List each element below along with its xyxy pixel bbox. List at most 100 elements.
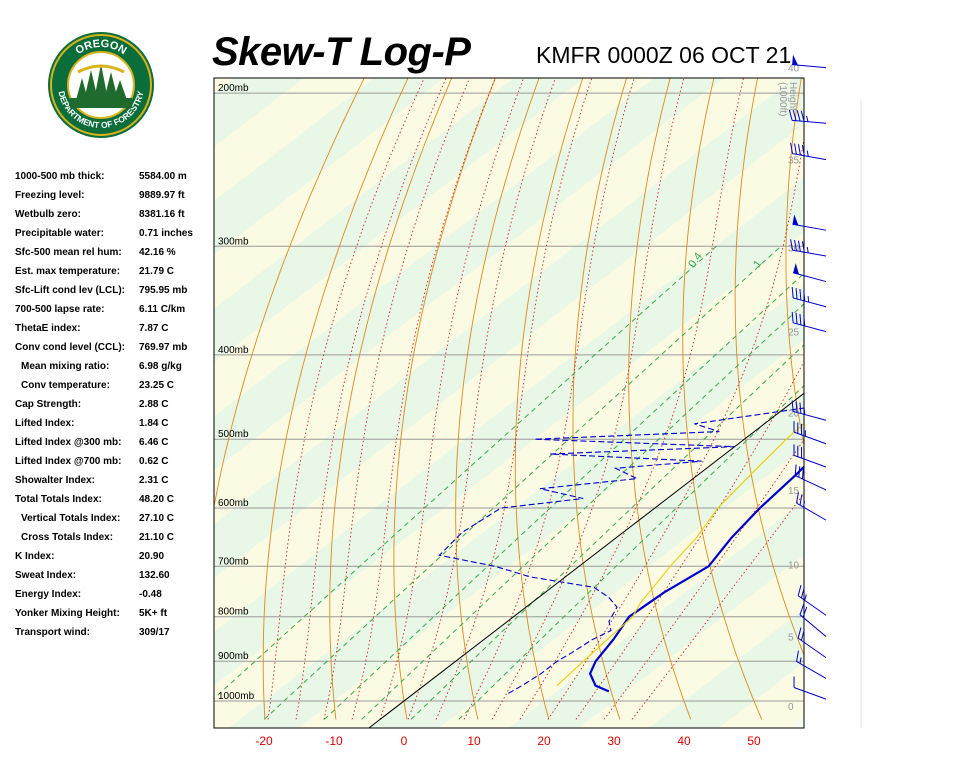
wind-barb-staff bbox=[793, 431, 827, 445]
index-row: K Index: 20.90 bbox=[15, 550, 215, 569]
isotherm-band bbox=[214, 124, 804, 632]
index-label: Conv temperature: bbox=[21, 380, 110, 391]
index-label: Lifted Index @300 mb: bbox=[15, 437, 122, 448]
wind-barb-feather bbox=[791, 311, 794, 323]
wind-barb-feather bbox=[790, 142, 794, 154]
isotherm-band bbox=[578, 554, 804, 728]
wind-barb-icon bbox=[788, 109, 827, 124]
moist-adiabat-line bbox=[603, 438, 804, 720]
wind-barb-staff bbox=[793, 322, 827, 333]
pressure-level-label: 700mb bbox=[218, 556, 249, 567]
index-row: 1000-500 mb thick: 5584.00 m bbox=[15, 170, 215, 189]
index-label: Wetbulb zero: bbox=[15, 209, 81, 220]
wind-barb-staff bbox=[797, 637, 827, 659]
index-row: Total Totals Index: 48.20 C bbox=[15, 493, 215, 512]
index-label: Freezing level: bbox=[15, 190, 85, 201]
wind-barb-icon bbox=[796, 650, 827, 679]
wind-barb-staff bbox=[793, 297, 827, 308]
index-row: Conv cond level (CCL): 769.97 mb bbox=[15, 341, 215, 360]
isotherm-band bbox=[508, 501, 804, 728]
isotherm-band bbox=[298, 339, 804, 728]
index-value: 0.62 C bbox=[139, 456, 169, 467]
wind-barb-half-feather bbox=[806, 150, 809, 157]
mixing-ratio-line bbox=[324, 272, 804, 720]
wind-barb-pennant bbox=[793, 263, 799, 275]
mixing-ratio-label: 3 bbox=[837, 258, 850, 270]
index-label: Sfc-Lift cond lev (LCL): bbox=[15, 285, 125, 296]
x-tick-label: 20 bbox=[537, 734, 551, 748]
isotherm-band bbox=[214, 177, 804, 686]
index-value: 309/17 bbox=[139, 627, 170, 638]
dry-adiabat-line bbox=[262, 78, 409, 720]
plot-border bbox=[213, 77, 805, 729]
wind-barb-half-feather bbox=[807, 296, 810, 303]
index-row: Est. max temperature: 21.79 C bbox=[15, 265, 215, 284]
index-value: 2.88 C bbox=[139, 399, 169, 410]
dry-adiabat-line bbox=[930, 0, 960, 719]
index-value: 0.71 inches bbox=[139, 228, 193, 239]
x-tick-label: 30 bbox=[607, 734, 621, 748]
index-value: 8381.16 ft bbox=[139, 209, 185, 220]
pressure-level-label: 400mb bbox=[218, 345, 249, 356]
dry-adiabat-line bbox=[572, 78, 628, 720]
index-row: Lifted Index: 1.84 C bbox=[15, 417, 215, 436]
wind-barb-feather bbox=[801, 144, 805, 156]
parcel-profile-line bbox=[556, 422, 804, 687]
index-row: Sfc-500 mean rel hum: 42.16 % bbox=[15, 246, 215, 265]
isotherm-band bbox=[214, 78, 234, 94]
wind-barb-feather bbox=[797, 240, 801, 252]
isotherm-band bbox=[214, 78, 654, 417]
index-value: -0.48 bbox=[139, 589, 162, 600]
temperature-profile-line bbox=[588, 465, 804, 693]
wind-barb-icon bbox=[797, 627, 827, 659]
dry-adiabat-line bbox=[628, 78, 692, 720]
wind-barb-pennant bbox=[792, 54, 799, 66]
isotherm-band bbox=[214, 78, 724, 471]
isotherm-band bbox=[214, 231, 804, 728]
moist-adiabat-line bbox=[267, 78, 425, 720]
moist-adiabat-line bbox=[463, 78, 635, 720]
index-value: 5K+ ft bbox=[139, 608, 168, 619]
index-row: ThetaE index: 7.87 C bbox=[15, 322, 215, 341]
wind-barb-staff bbox=[792, 249, 827, 257]
height-axis-label-line: (1000ft) bbox=[777, 82, 788, 116]
index-value: 6.98 g/kg bbox=[139, 361, 182, 372]
index-label: 1000-500 mb thick: bbox=[15, 171, 105, 182]
index-value: 27.10 C bbox=[139, 513, 175, 524]
wind-barb-half-feather bbox=[799, 657, 802, 664]
index-row: Freezing level: 9889.97 ft bbox=[15, 189, 215, 208]
index-label: Vertical Totals Index: bbox=[21, 513, 121, 524]
index-label: Total Totals Index: bbox=[15, 494, 102, 505]
chart-title: Skew-T Log-P bbox=[212, 30, 471, 74]
wind-barb-feather bbox=[801, 241, 805, 253]
wind-barb-staff bbox=[799, 614, 827, 637]
wind-barb-icon bbox=[790, 239, 827, 257]
index-value: 20.90 bbox=[139, 551, 165, 562]
index-label: 700-500 lapse rate: bbox=[15, 304, 105, 315]
moist-adiabat-line bbox=[323, 78, 471, 720]
index-value: 5584.00 m bbox=[139, 171, 187, 182]
index-value: 132.60 bbox=[139, 570, 170, 581]
moist-adiabat-line bbox=[295, 78, 447, 720]
wind-barb-staff bbox=[797, 595, 827, 616]
isotherm-band bbox=[0, 78, 164, 728]
index-row: Wetbulb zero: 8381.16 ft bbox=[15, 208, 215, 227]
isotherm-band bbox=[214, 78, 584, 363]
wind-barb-feather bbox=[798, 466, 801, 478]
dry-adiabat-line bbox=[455, 78, 540, 720]
index-label: Energy Index: bbox=[15, 589, 82, 600]
oregon-forestry-logo: OREGON DEPARTMENT OF FORESTRY bbox=[48, 32, 154, 138]
index-label: Sweat Index: bbox=[15, 570, 77, 581]
wind-barb-icon bbox=[792, 214, 827, 231]
height-tick-label: 40 bbox=[788, 64, 800, 75]
zero-isotherm-line bbox=[368, 392, 804, 728]
wind-barb-staff bbox=[793, 454, 827, 468]
pressure-level-label: 900mb bbox=[218, 651, 249, 662]
wind-barb-icon bbox=[791, 400, 827, 421]
moist-adiabat-line bbox=[519, 78, 744, 720]
dry-adiabat-line bbox=[785, 78, 804, 448]
wind-barb-icon bbox=[793, 444, 827, 468]
index-row: Cap Strength: 2.88 C bbox=[15, 398, 215, 417]
wind-barb-feather bbox=[799, 604, 805, 615]
